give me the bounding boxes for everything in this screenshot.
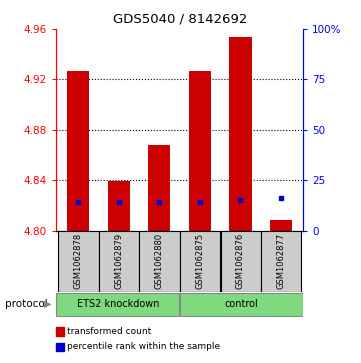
- Bar: [56, 293, 179, 316]
- Text: GSM1062878: GSM1062878: [74, 233, 83, 289]
- Bar: [108, 182, 130, 231]
- Text: GSM1062877: GSM1062877: [277, 233, 286, 289]
- Text: GSM1062880: GSM1062880: [155, 233, 164, 289]
- Bar: [56, 327, 64, 335]
- Bar: [56, 343, 64, 351]
- Bar: [221, 231, 261, 292]
- Text: ▶: ▶: [44, 299, 51, 309]
- Text: protocol: protocol: [5, 299, 48, 309]
- Text: transformed count: transformed count: [67, 327, 151, 336]
- Bar: [99, 231, 139, 292]
- Bar: [229, 37, 252, 231]
- Bar: [58, 231, 99, 292]
- Bar: [180, 231, 221, 292]
- Text: GSM1062879: GSM1062879: [114, 233, 123, 289]
- Bar: [189, 70, 211, 231]
- Bar: [180, 293, 303, 316]
- Bar: [261, 231, 301, 292]
- Text: ETS2 knockdown: ETS2 knockdown: [77, 299, 159, 309]
- Bar: [148, 145, 170, 231]
- Text: GDS5040 / 8142692: GDS5040 / 8142692: [113, 13, 248, 26]
- Text: control: control: [225, 299, 258, 309]
- Bar: [139, 231, 180, 292]
- Text: GSM1062876: GSM1062876: [236, 233, 245, 289]
- Text: GSM1062875: GSM1062875: [195, 233, 204, 289]
- Bar: [67, 70, 90, 231]
- Text: percentile rank within the sample: percentile rank within the sample: [67, 342, 220, 351]
- Bar: [270, 220, 292, 231]
